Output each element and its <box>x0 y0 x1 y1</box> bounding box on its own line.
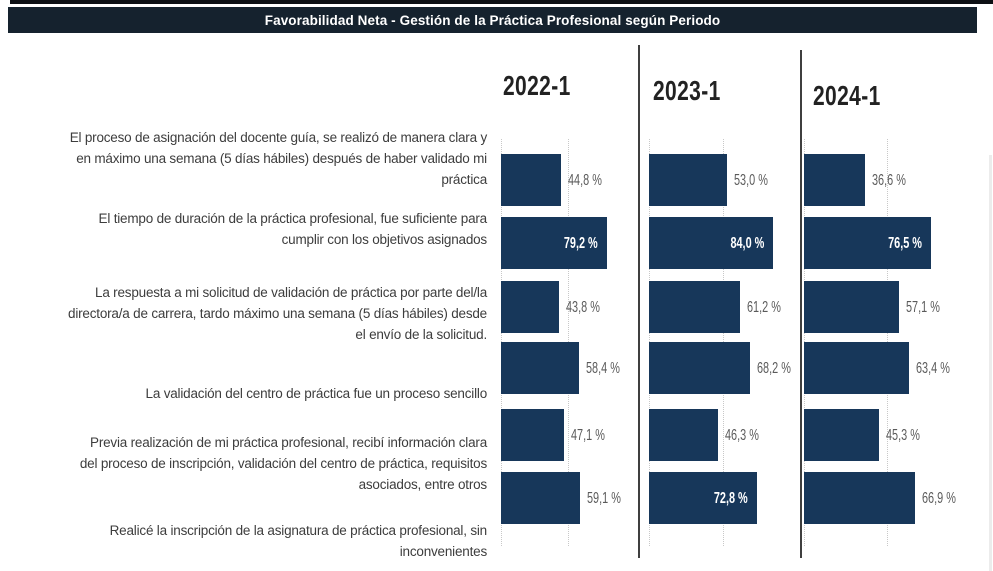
bar-value-label-2022-1-row-3: 43,8 % <box>566 299 601 316</box>
bar-2024-1-row-5 <box>804 409 880 461</box>
bar-2023-1-row-4 <box>649 342 750 394</box>
column-divider-2 <box>800 50 802 558</box>
bar-value-label-2024-1-row-1: 36,6 % <box>871 172 906 189</box>
bar-value-label-2023-1-row-5: 46,3 % <box>724 427 759 444</box>
scrollbar[interactable] <box>989 155 992 571</box>
bar-value-label-2022-1-row-2: 79,2 % <box>563 235 598 252</box>
category-labels-column: El proceso de asignación del docente guí… <box>5 0 487 571</box>
bar-value-label-2024-1-row-2: 76,5 % <box>888 235 922 252</box>
bar-2022-1-row-6 <box>501 472 580 524</box>
bar-value-label-2024-1-row-3: 57,1 % <box>905 299 940 316</box>
bar-2024-1-row-2 <box>804 217 931 269</box>
bar-value-label-2022-1-row-4: 58,4 % <box>585 360 620 377</box>
bar-2022-1-row-3 <box>501 281 560 333</box>
bar-value-label-2024-1-row-6: 66,9 % <box>922 490 956 507</box>
bar-2023-1-row-2 <box>649 217 774 269</box>
category-label-2: El tiempo de duración de la práctica pro… <box>98 211 488 247</box>
category-label-6: Realicé la inscripción de la asignatura … <box>109 523 488 559</box>
bar-2023-1-row-1 <box>649 154 728 206</box>
bar-value-label-2023-1-row-1: 53,0 % <box>734 172 769 189</box>
bar-value-label-2024-1-row-4: 63,4 % <box>916 360 951 377</box>
chart-title-bar: Favorabilidad Neta - Gestión de la Práct… <box>8 7 977 33</box>
column-header-2022-1: 2022-1 <box>503 70 571 101</box>
column-header-2024-1: 2024-1 <box>813 80 881 111</box>
bar-value-label-2022-1-row-5: 47,1 % <box>570 427 605 444</box>
category-label-1: El proceso de asignación del docente guí… <box>69 130 488 187</box>
bar-2022-1-row-2 <box>501 217 607 269</box>
top-border-bar <box>10 0 993 4</box>
category-label-4: La validación del centro de práctica fue… <box>145 386 488 401</box>
column-header-2023-1: 2023-1 <box>653 75 721 106</box>
bar-2024-1-row-4 <box>804 342 910 394</box>
bar-2022-1-row-1 <box>501 154 561 206</box>
bar-2023-1-row-3 <box>649 281 740 333</box>
bar-value-label-2023-1-row-2: 84,0 % <box>730 235 765 252</box>
bar-value-label-2023-1-row-3: 61,2 % <box>746 299 781 316</box>
bar-2024-1-row-1 <box>804 154 865 206</box>
bar-value-label-2022-1-row-6: 59,1 % <box>586 490 621 507</box>
bar-2024-1-row-6 <box>804 472 916 524</box>
bar-value-label-2023-1-row-4: 68,2 % <box>756 360 791 377</box>
bar-2022-1-row-4 <box>501 342 579 394</box>
bar-value-label-2023-1-row-6: 72,8 % <box>713 490 748 507</box>
bar-2023-1-row-5 <box>649 409 718 461</box>
category-label-5: Previa realización de mi práctica profes… <box>79 435 487 492</box>
chart-title: Favorabilidad Neta - Gestión de la Práct… <box>264 13 721 28</box>
bar-value-label-2022-1-row-1: 44,8 % <box>567 172 602 189</box>
column-divider-1 <box>638 45 640 558</box>
bar-2024-1-row-3 <box>804 281 899 333</box>
bar-2023-1-row-6 <box>649 472 757 524</box>
bar-2022-1-row-5 <box>501 409 564 461</box>
category-label-3: La respuesta a mi solicitud de validació… <box>68 285 487 342</box>
bar-value-label-2024-1-row-5: 45,3 % <box>886 427 921 444</box>
